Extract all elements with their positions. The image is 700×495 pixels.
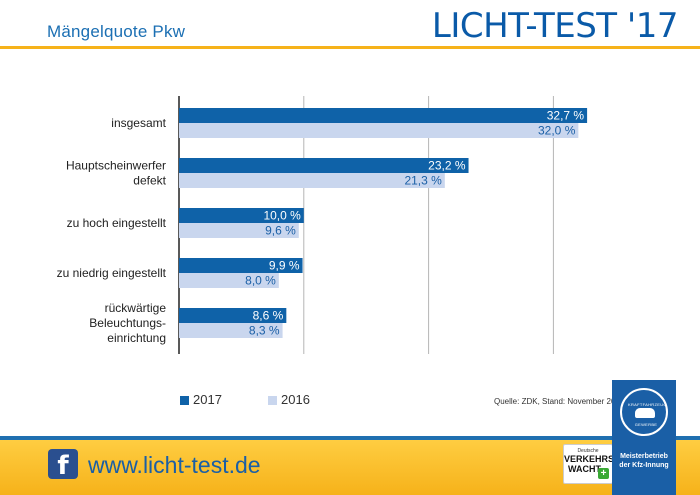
legend-swatch-2016 (268, 396, 277, 406)
data-label-2017-1: 23,2 % (428, 159, 466, 173)
verkehrswacht-line1: VERKEHRS (564, 454, 615, 464)
data-label-2017-3: 9,9 % (269, 259, 300, 273)
kfz-seal-top-text: KRAFTFAHRZEUG (628, 402, 667, 407)
header: Mängelquote Pkw LICHT-TEST '17 (0, 0, 700, 49)
verkehrswacht-line2: WACHT (568, 464, 601, 474)
plus-icon: + (598, 468, 609, 479)
facebook-icon[interactable]: f (48, 449, 78, 481)
kfz-line1: Meisterbetrieb (620, 453, 668, 460)
kfz-innung-badge: KRAFTFAHRZEUG GEWERBE Meisterbetrieb der… (612, 380, 676, 495)
data-label-2016-3: 8,0 % (245, 274, 276, 288)
header-divider (0, 46, 700, 49)
verkehrswacht-small-text: Deutsche (577, 448, 599, 454)
footer-stripe (0, 436, 700, 440)
category-label-4-0: rückwärtige (105, 301, 167, 315)
kfz-seal-icon: KRAFTFAHRZEUG GEWERBE (620, 388, 668, 436)
data-label-2016-4: 8,3 % (249, 324, 280, 338)
car-icon (635, 408, 655, 418)
website-link[interactable]: www.licht-test.de (88, 452, 261, 478)
chart-subtitle: Mängelquote Pkw (47, 22, 186, 41)
bar-2016-3 (179, 273, 279, 288)
data-label-2016-0: 32,0 % (538, 124, 576, 138)
category-label-1-0: Hauptscheinwerfer (66, 159, 166, 173)
category-label-1-1: defekt (133, 174, 166, 188)
bar-2017-3 (179, 258, 303, 273)
bar-2017-1 (179, 158, 469, 173)
category-label-4-2: einrichtung (107, 331, 166, 345)
bar-2016-1 (179, 173, 445, 188)
brand-title: LICHT-TEST '17 (431, 6, 679, 46)
data-label-2017-2: 10,0 % (263, 209, 301, 223)
category-label-4-1: Beleuchtungs- (89, 316, 166, 330)
legend-swatch-2017 (180, 396, 189, 406)
bar-2016-2 (179, 223, 299, 238)
kfz-seal-bottom-text: GEWERBE (634, 422, 658, 427)
bar-2016-0 (179, 123, 579, 138)
verkehrswacht-logo: Deutsche VERKEHRS WACHT + (563, 444, 615, 484)
kfz-innung-text: Meisterbetrieb der Kfz-Innung (614, 452, 674, 470)
legend-label-2017: 2017 (193, 392, 222, 407)
data-label-2017-4: 8,6 % (253, 309, 284, 323)
legend-item-2016: 2016 (268, 392, 310, 407)
category-label-0-0: insgesamt (111, 116, 166, 130)
kfz-line2: der Kfz-Innung (619, 462, 669, 469)
data-label-2016-1: 21,3 % (404, 174, 442, 188)
bar-2017-4 (179, 308, 287, 323)
footer: f www.licht-test.de Deutsche VERKEHRS WA… (0, 436, 700, 495)
bar-2017-0 (179, 108, 588, 123)
category-label-2-0: zu hoch eingestellt (67, 216, 167, 230)
source-note: Quelle: ZDK, Stand: November 2017 (494, 397, 625, 406)
data-label-2016-2: 9,6 % (265, 224, 296, 238)
bar-2016-4 (179, 323, 283, 338)
category-label-3-0: zu niedrig eingestellt (57, 266, 167, 280)
legend-item-2017: 2017 (180, 392, 222, 407)
bar-chart: 32,7 %32,0 % insgesamt 23,2 %21,3 % Hauptsc… (57, 96, 588, 354)
legend-label-2016: 2016 (281, 392, 310, 407)
bar-2017-2 (179, 208, 304, 223)
data-label-2017-0: 32,7 % (547, 109, 585, 123)
